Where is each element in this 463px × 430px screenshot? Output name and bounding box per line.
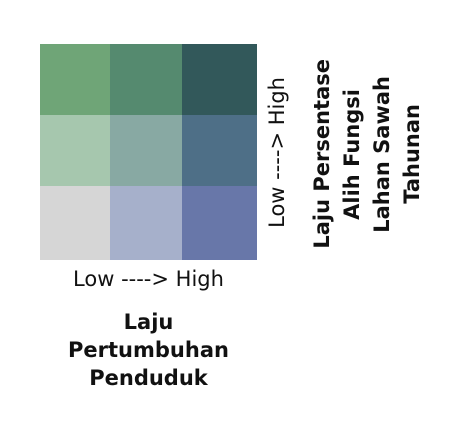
legend-cell-bottom-right	[182, 186, 257, 260]
legend-cell-top-right	[182, 44, 257, 115]
y-axis-range-label: Low ----> High	[265, 77, 289, 228]
y-axis-title-line-1: Laju Persentase	[307, 59, 337, 249]
x-axis-title-line-3: Penduduk	[40, 364, 257, 392]
legend-cell-middle-right	[182, 115, 257, 186]
legend-cell-top-left	[40, 44, 110, 115]
y-axis-title-line-4: Tahunan	[397, 104, 427, 204]
x-axis-range-label: Low ----> High	[40, 264, 257, 294]
x-axis-title-line-2: Pertumbuhan	[40, 336, 257, 364]
legend-cell-middle-left	[40, 115, 110, 186]
legend-cell-bottom-middle	[110, 186, 182, 260]
x-axis-title-line-1: Laju	[40, 308, 257, 336]
legend-cell-bottom-left	[40, 186, 110, 260]
y-axis-range-container: Low ----> High	[260, 44, 294, 260]
x-axis-title: Laju Pertumbuhan Penduduk	[40, 308, 257, 392]
legend-cell-center	[110, 115, 182, 186]
bivariate-color-matrix	[40, 44, 257, 260]
y-axis-title-line-2: Alih Fungsi	[337, 89, 367, 220]
legend-cell-top-middle	[110, 44, 182, 115]
y-axis-title-line-3: Lahan Sawah	[367, 76, 397, 233]
y-axis-title: Laju Persentase Alih Fungsi Lahan Sawah …	[304, 48, 430, 260]
